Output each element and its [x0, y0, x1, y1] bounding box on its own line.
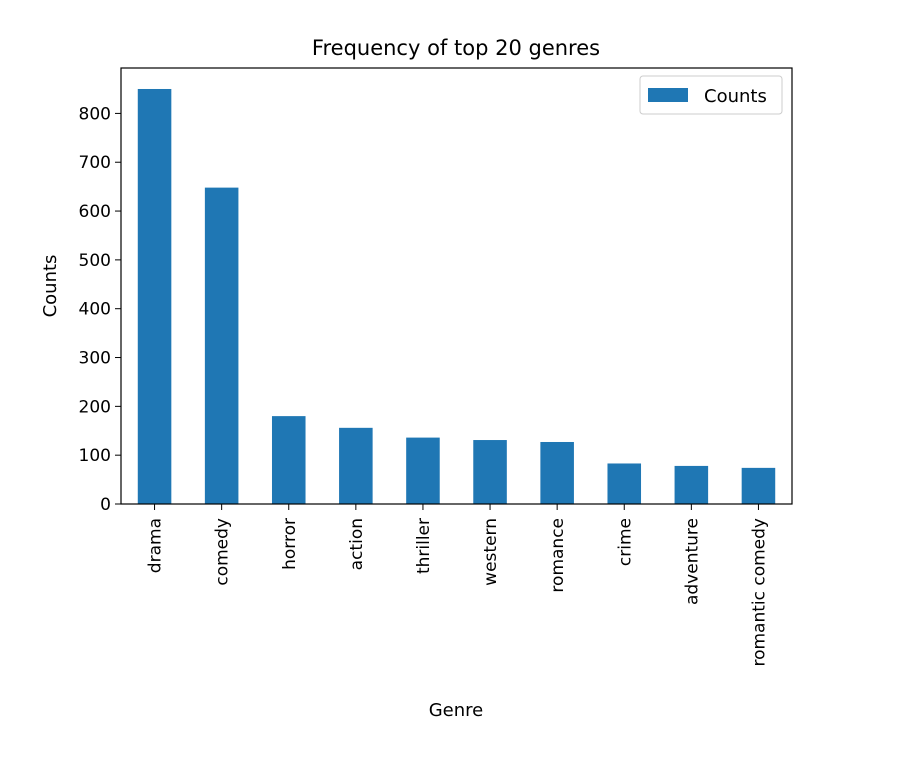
y-tick-label: 600	[79, 202, 111, 222]
bar-romantic-comedy	[741, 467, 776, 504]
y-tick-label: 200	[79, 397, 111, 417]
x-axis-ticks: drama comedy horror action thriller western ro…	[146, 504, 769, 667]
x-tick-label: romantic comedy	[749, 518, 769, 667]
y-tick-label: 800	[79, 104, 111, 124]
bar-western	[473, 440, 507, 504]
plot-frame	[120, 67, 793, 505]
y-tick-label: 100	[79, 446, 111, 466]
y-tick-label: 400	[79, 300, 111, 320]
legend-label: Counts	[704, 86, 767, 107]
legend-swatch	[648, 88, 688, 102]
x-tick-label: horror	[280, 518, 300, 570]
x-tick-label: comedy	[213, 518, 233, 586]
bar-horror	[271, 416, 306, 504]
x-tick-label: adventure	[682, 518, 702, 605]
bar-comedy	[204, 187, 239, 504]
y-axis-ticks: 0 100 200 300 400 500 600 700 800	[79, 104, 121, 515]
x-tick-label: western	[481, 518, 501, 586]
y-tick-label: 300	[79, 349, 111, 369]
x-tick-label: drama	[146, 518, 166, 573]
legend-frame	[639, 75, 783, 115]
bar-action	[339, 427, 373, 504]
bar-adventure	[674, 465, 709, 504]
x-tick-label: thriller	[414, 518, 434, 574]
bar-crime	[607, 463, 642, 504]
y-axis-label: Counts	[40, 255, 61, 318]
x-axis-label: Genre	[429, 700, 484, 721]
x-tick-label: crime	[615, 518, 635, 566]
y-tick-label: 0	[100, 495, 111, 515]
bar-romance	[540, 441, 574, 504]
bar-drama	[137, 88, 172, 505]
bar-thriller	[406, 437, 440, 504]
chart-title: Frequency of top 20 genres	[312, 36, 600, 60]
y-tick-label: 500	[79, 251, 111, 271]
x-tick-label: romance	[548, 518, 568, 593]
x-tick-label: action	[347, 518, 367, 570]
legend: Counts	[639, 75, 783, 115]
y-tick-label: 700	[79, 153, 111, 173]
bars-group	[137, 88, 776, 505]
